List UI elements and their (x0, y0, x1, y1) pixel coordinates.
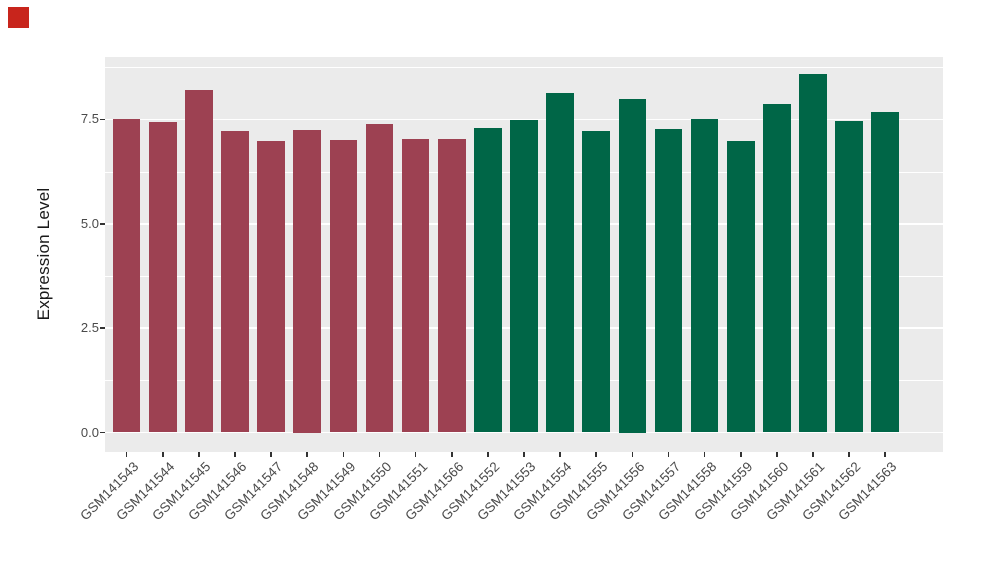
x-tick-mark (198, 452, 200, 457)
x-tick-mark (739, 452, 742, 457)
x-tick-mark (595, 452, 598, 457)
bar-GSM141553 (510, 120, 538, 433)
bar-GSM141559 (726, 141, 755, 433)
y-axis-title: Expression Level (34, 187, 53, 321)
corner-marker (8, 7, 29, 28)
x-tick-mark (523, 452, 525, 457)
x-tick-mark (234, 452, 236, 457)
x-tick-mark (161, 452, 164, 457)
bar-GSM141550 (365, 123, 394, 433)
bar-GSM141561 (799, 74, 827, 433)
bar-GSM141543 (112, 118, 141, 433)
x-tick-mark (667, 452, 670, 457)
bar-GSM141558 (690, 118, 719, 433)
gridline-major (105, 118, 943, 121)
y-tick-mark (100, 222, 105, 225)
x-tick-mark (125, 452, 128, 457)
bar-GSM141547 (257, 141, 285, 433)
x-tick-mark (884, 452, 886, 457)
y-tick-label: 7.5 (80, 111, 99, 127)
bar-GSM141560 (763, 103, 791, 433)
gridline-minor (105, 67, 943, 68)
x-tick-mark (270, 452, 272, 457)
y-tick-label: 2.5 (80, 320, 99, 336)
bar-GSM141554 (546, 93, 574, 433)
y-tick-label: 0.0 (80, 424, 99, 440)
y-tick-label: 5.0 (80, 215, 99, 231)
x-tick-mark (812, 452, 814, 457)
bar-GSM141557 (654, 129, 683, 433)
gridline-major (105, 431, 943, 434)
y-tick-mark (100, 118, 105, 121)
bar-GSM141552 (474, 127, 502, 433)
x-tick-mark (848, 452, 850, 457)
x-tick-mark (414, 452, 417, 457)
bar-GSM141551 (401, 139, 430, 433)
x-tick-mark (342, 452, 345, 457)
x-tick-mark (306, 452, 309, 457)
bar-GSM141548 (293, 129, 322, 433)
bar-GSM141545 (185, 90, 213, 433)
x-tick-mark (378, 452, 381, 457)
x-tick-mark (703, 452, 706, 457)
y-tick-mark (100, 431, 105, 434)
bar-GSM141549 (329, 139, 358, 433)
bar-GSM141555 (582, 130, 611, 433)
bar-GSM141566 (437, 139, 466, 433)
x-tick-mark (631, 452, 634, 457)
bar-GSM141544 (148, 121, 177, 433)
x-tick-mark (776, 452, 778, 457)
bar-GSM141562 (835, 121, 863, 433)
x-tick-mark (487, 452, 489, 457)
y-tick-mark (100, 327, 105, 329)
bar-GSM141563 (871, 111, 899, 433)
x-tick-mark (450, 452, 453, 457)
bar-GSM141546 (221, 131, 249, 433)
x-tick-mark (559, 452, 561, 457)
bar-GSM141556 (618, 98, 647, 433)
